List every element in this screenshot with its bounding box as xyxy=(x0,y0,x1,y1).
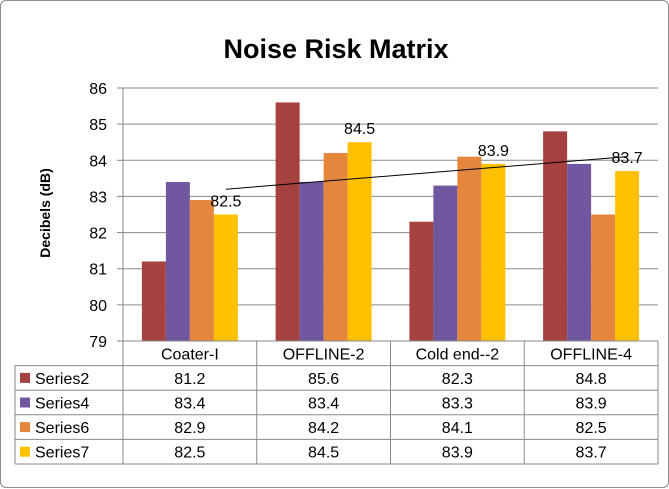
table-cell-value: 83.9 xyxy=(576,396,607,413)
y-tick-label: 85 xyxy=(89,117,107,134)
bar-series7-3 xyxy=(615,171,640,341)
table-cell-value: 84.8 xyxy=(576,371,607,388)
table-cell-value: 85.6 xyxy=(308,371,339,388)
bar-series4-3 xyxy=(567,163,592,341)
bar-series7-2 xyxy=(481,163,506,341)
y-tick-label: 80 xyxy=(89,298,107,315)
bar-series2-3 xyxy=(543,131,568,341)
y-tick-label: 79 xyxy=(89,334,107,351)
table-cell-value: 82.5 xyxy=(174,445,205,462)
bar-series6-3 xyxy=(591,214,616,341)
table-cell-value: 84.1 xyxy=(442,420,473,437)
x-category-label: OFFLINE-2 xyxy=(283,346,365,363)
legend-key-series4 xyxy=(20,397,30,408)
table-cell-value: 84.5 xyxy=(308,445,339,462)
data-label: 83.9 xyxy=(478,143,509,160)
table-cell-value: 82.5 xyxy=(576,420,607,437)
y-tick-label: 81 xyxy=(89,262,107,279)
bar-series4-1 xyxy=(299,181,324,341)
table-cell-value: 83.7 xyxy=(576,445,607,462)
x-category-label: Cold end--2 xyxy=(416,346,500,363)
legend-entry: Series4 xyxy=(35,396,89,413)
table-cell-value: 83.4 xyxy=(174,396,205,413)
y-tick-label: 83 xyxy=(89,189,107,206)
bar-series4-2 xyxy=(433,185,458,341)
trendline xyxy=(225,156,628,190)
table-cell-value: 83.9 xyxy=(442,445,473,462)
legend-entry: Series2 xyxy=(35,371,89,388)
legend-key-series2 xyxy=(20,372,30,383)
data-label: 82.5 xyxy=(210,194,241,211)
x-category-label: Coater-I xyxy=(161,346,219,363)
bar-series6-2 xyxy=(457,156,482,341)
table-cell-value: 83.3 xyxy=(442,396,473,413)
y-tick-label: 86 xyxy=(89,81,107,98)
table-cell-value: 82.3 xyxy=(442,371,473,388)
y-tick-label: 82 xyxy=(89,226,107,243)
data-label: 84.5 xyxy=(344,121,375,138)
y-tick-label: 84 xyxy=(89,153,107,170)
bar-series2-2 xyxy=(409,221,434,341)
table-cell-value: 82.9 xyxy=(174,420,205,437)
y-axis-label: Decibels (dB) xyxy=(37,168,53,257)
table-cell-value: 84.2 xyxy=(308,420,339,437)
bar-series7-0 xyxy=(213,214,238,341)
bar-series2-1 xyxy=(275,102,300,341)
bar-series4-0 xyxy=(165,181,190,341)
legend-entry: Series7 xyxy=(35,445,89,462)
bar-series7-1 xyxy=(347,142,372,341)
table-cell-value: 83.4 xyxy=(308,396,339,413)
x-category-label: OFFLINE-4 xyxy=(550,346,632,363)
legend-key-series7 xyxy=(20,446,30,457)
legend-key-series6 xyxy=(20,422,30,433)
legend-entry: Series6 xyxy=(35,420,89,437)
bar-series6-0 xyxy=(189,200,214,341)
table-cell-value: 81.2 xyxy=(174,371,205,388)
bar-series6-1 xyxy=(323,153,348,341)
data-label: 83.7 xyxy=(612,150,643,167)
bar-series2-0 xyxy=(141,261,166,341)
chart-title: Noise Risk Matrix xyxy=(223,34,448,64)
